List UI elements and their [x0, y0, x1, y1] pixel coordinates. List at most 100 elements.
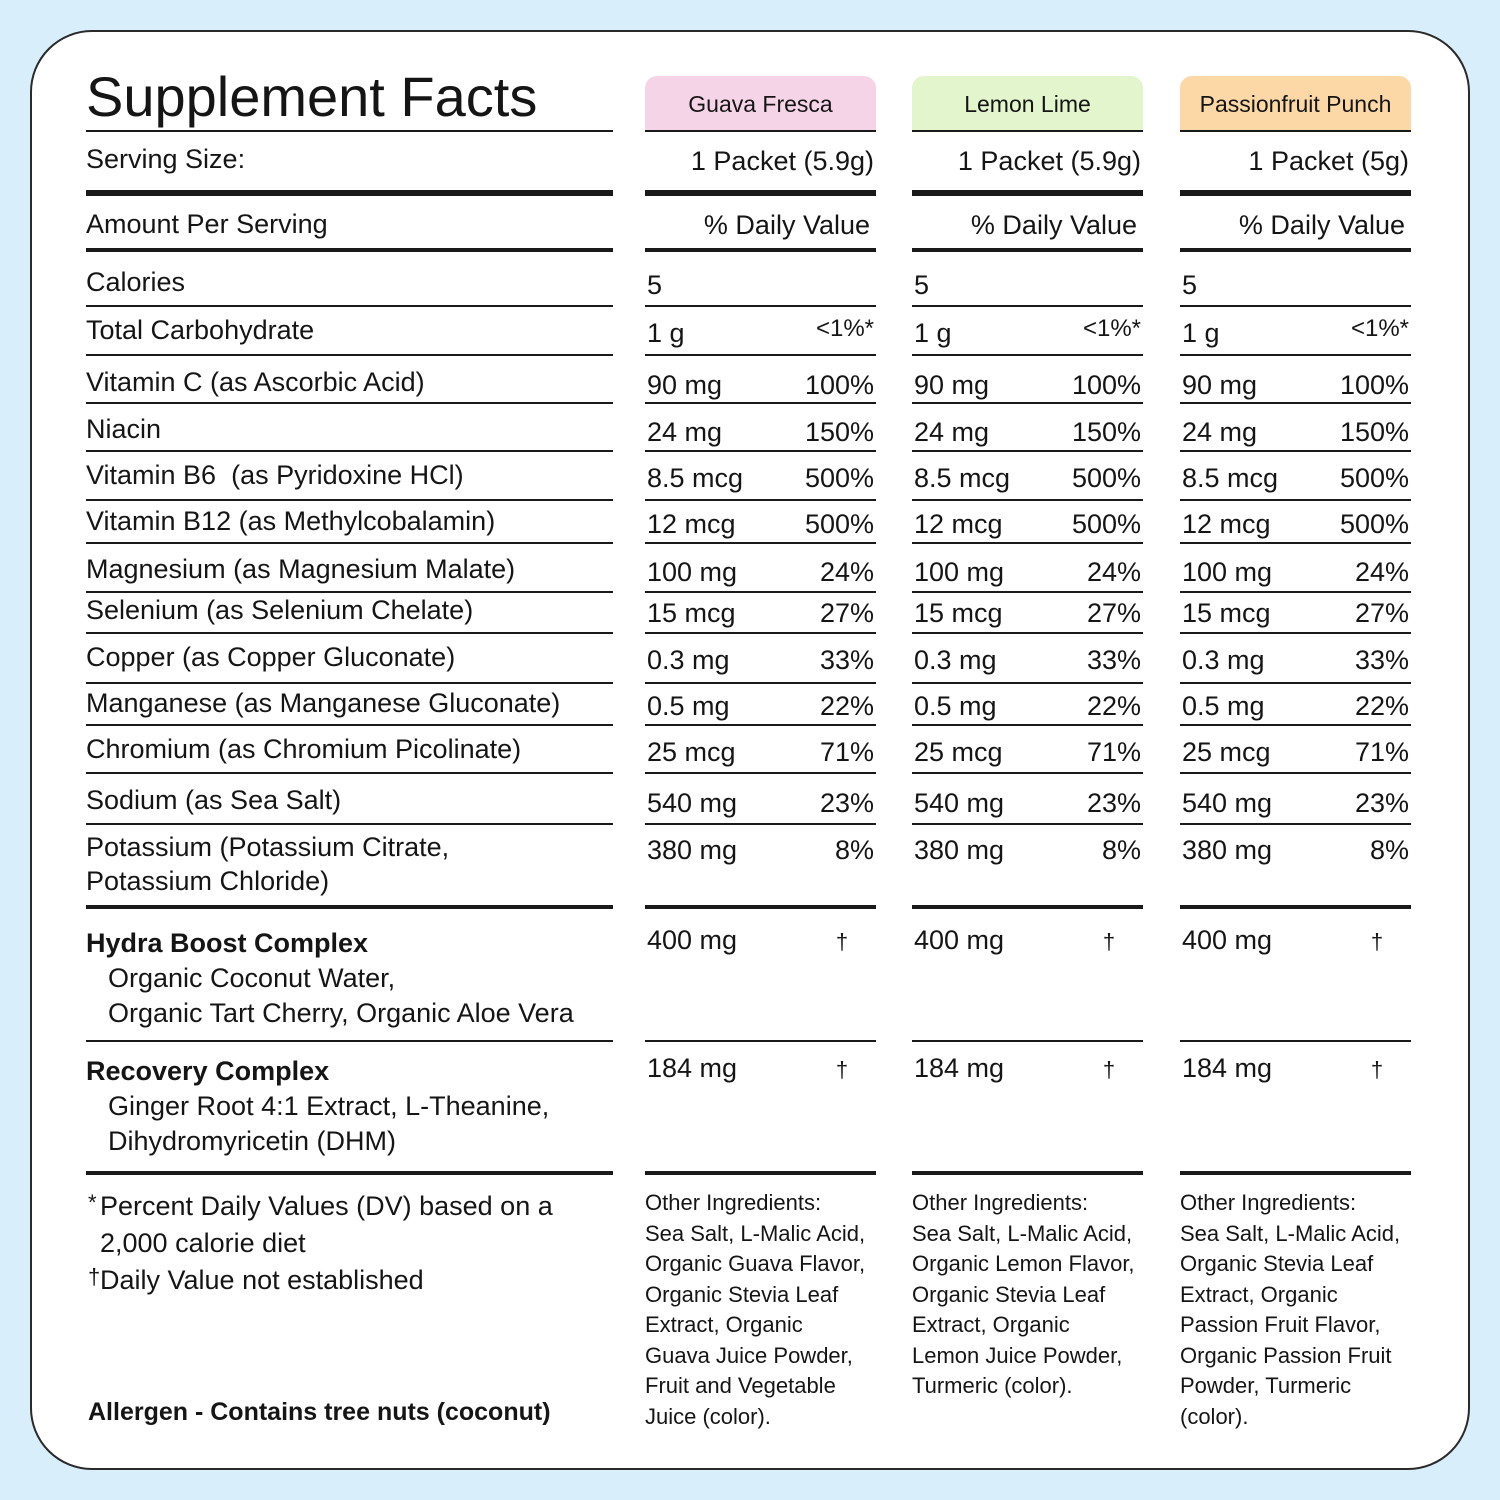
rule — [1180, 591, 1411, 593]
rule — [86, 542, 613, 544]
other-ingredients: Lemon Juice Powder, — [912, 1342, 1123, 1368]
amount: 0.3 mg — [914, 645, 997, 676]
nutrient-label: Potassium (Potassium Citrate, — [86, 832, 450, 863]
rule — [912, 248, 1143, 252]
rule — [645, 905, 876, 909]
rule — [645, 190, 876, 196]
other-ingredients: Turmeric (color). — [912, 1373, 1073, 1399]
flavor-name: Passionfruit Punch — [1199, 91, 1392, 118]
rule — [1180, 190, 1411, 196]
amount: 0.3 mg — [1182, 645, 1265, 676]
amount: 15 mcg — [1182, 598, 1271, 629]
other-ingredients: Guava Juice Powder, — [645, 1342, 853, 1368]
other-ingredients: Extract, Organic — [645, 1312, 803, 1338]
rule — [86, 1171, 613, 1175]
rule — [912, 190, 1143, 196]
complex-daily-value: † — [1102, 928, 1116, 954]
complex-amount: 400 mg — [914, 925, 1005, 956]
rule — [1180, 682, 1411, 684]
daily-value-header: % Daily Value — [1238, 210, 1405, 241]
daily-value: 100% — [1339, 370, 1409, 401]
daily-value: 24% — [1354, 557, 1409, 588]
nutrient-label: Vitamin C (as Ascorbic Acid) — [86, 367, 425, 398]
amount: 0.5 mg — [647, 691, 730, 722]
other-ingredients: Organic Stevia Leaf — [645, 1281, 839, 1307]
amount: 0.5 mg — [1182, 691, 1265, 722]
complex-name: Hydra Boost Complex — [86, 928, 369, 959]
daily-value: 500% — [1071, 509, 1141, 540]
rule — [1180, 402, 1411, 404]
rule — [1180, 772, 1411, 774]
amount: 5 — [914, 270, 930, 301]
complex-ingredient: Organic Tart Cherry, Organic Aloe Vera — [108, 998, 574, 1029]
rule — [86, 1040, 613, 1042]
daily-value: 22% — [1354, 691, 1409, 722]
rule — [912, 772, 1143, 774]
rule — [86, 724, 613, 726]
complex-daily-value: † — [1370, 928, 1384, 954]
nutrient-label: Vitamin B12 (as Methylcobalamin) — [86, 506, 496, 537]
rule — [912, 305, 1143, 307]
rule — [645, 1171, 876, 1175]
nutrient-label: Total Carbohydrate — [86, 315, 315, 346]
rule — [912, 682, 1143, 684]
rule — [86, 591, 613, 593]
amount: 0.3 mg — [647, 645, 730, 676]
daily-value: 23% — [1354, 788, 1409, 819]
daily-value: 23% — [1086, 788, 1141, 819]
rule — [912, 450, 1143, 452]
daily-value: 150% — [804, 417, 874, 448]
rule — [645, 823, 876, 825]
rule — [645, 682, 876, 684]
other-ingredients: Organic Stevia Leaf — [912, 1281, 1106, 1307]
amount: 540 mg — [914, 788, 1005, 819]
amount: 90 mg — [1182, 370, 1258, 401]
amount: 540 mg — [1182, 788, 1273, 819]
nutrient-label: Vitamin B6 (as Pyridoxine HCl) — [86, 460, 464, 491]
rule — [1180, 724, 1411, 726]
amount: 100 mg — [1182, 557, 1273, 588]
rule — [1180, 823, 1411, 825]
rule — [912, 591, 1143, 593]
amount: 15 mcg — [914, 598, 1003, 629]
complex-ingredient: Dihydromyricetin (DHM) — [108, 1126, 397, 1157]
other-ingredients: Juice (color). — [645, 1403, 771, 1429]
title: Supplement Facts — [86, 64, 538, 128]
rule — [912, 632, 1143, 634]
daily-value: 33% — [819, 645, 874, 676]
amount: 1 g — [647, 318, 685, 349]
amount: 8.5 mcg — [914, 463, 1011, 494]
rule — [86, 248, 613, 252]
daily-value: 27% — [1086, 598, 1141, 629]
amount: 90 mg — [647, 370, 723, 401]
serving-size-label: Serving Size: — [86, 144, 246, 175]
daily-value: 33% — [1086, 645, 1141, 676]
other-ingredients: (color). — [1180, 1403, 1249, 1429]
rule — [1180, 305, 1411, 307]
nutrient-label: Selenium (as Selenium Chelate) — [86, 595, 474, 626]
flavor-tab — [1180, 76, 1411, 130]
rule — [86, 305, 613, 307]
other-ingredients-title: Other Ingredients: — [1180, 1189, 1357, 1215]
daily-value: 8% — [834, 835, 874, 866]
rule — [912, 905, 1143, 909]
nutrient-label: Manganese (as Manganese Gluconate) — [86, 688, 561, 719]
rule — [86, 354, 613, 356]
nutrient-label: Chromium (as Chromium Picolinate) — [86, 734, 522, 765]
complex-daily-value: † — [835, 928, 849, 954]
rule — [645, 354, 876, 356]
amount: 380 mg — [1182, 835, 1273, 866]
daily-value: 71% — [1354, 737, 1409, 768]
nutrient-label: Calories — [86, 267, 186, 298]
amount: 12 mcg — [1182, 509, 1271, 540]
footnote-text: Daily Value not established — [100, 1265, 424, 1296]
daily-value: 8% — [1101, 835, 1141, 866]
rule — [1180, 632, 1411, 634]
rule — [645, 591, 876, 593]
nutrient-label: Potassium Chloride) — [86, 866, 330, 897]
rule — [645, 402, 876, 404]
rule — [1180, 905, 1411, 909]
rule — [86, 190, 613, 196]
amount: 0.5 mg — [914, 691, 997, 722]
other-ingredients: Extract, Organic — [912, 1312, 1070, 1338]
